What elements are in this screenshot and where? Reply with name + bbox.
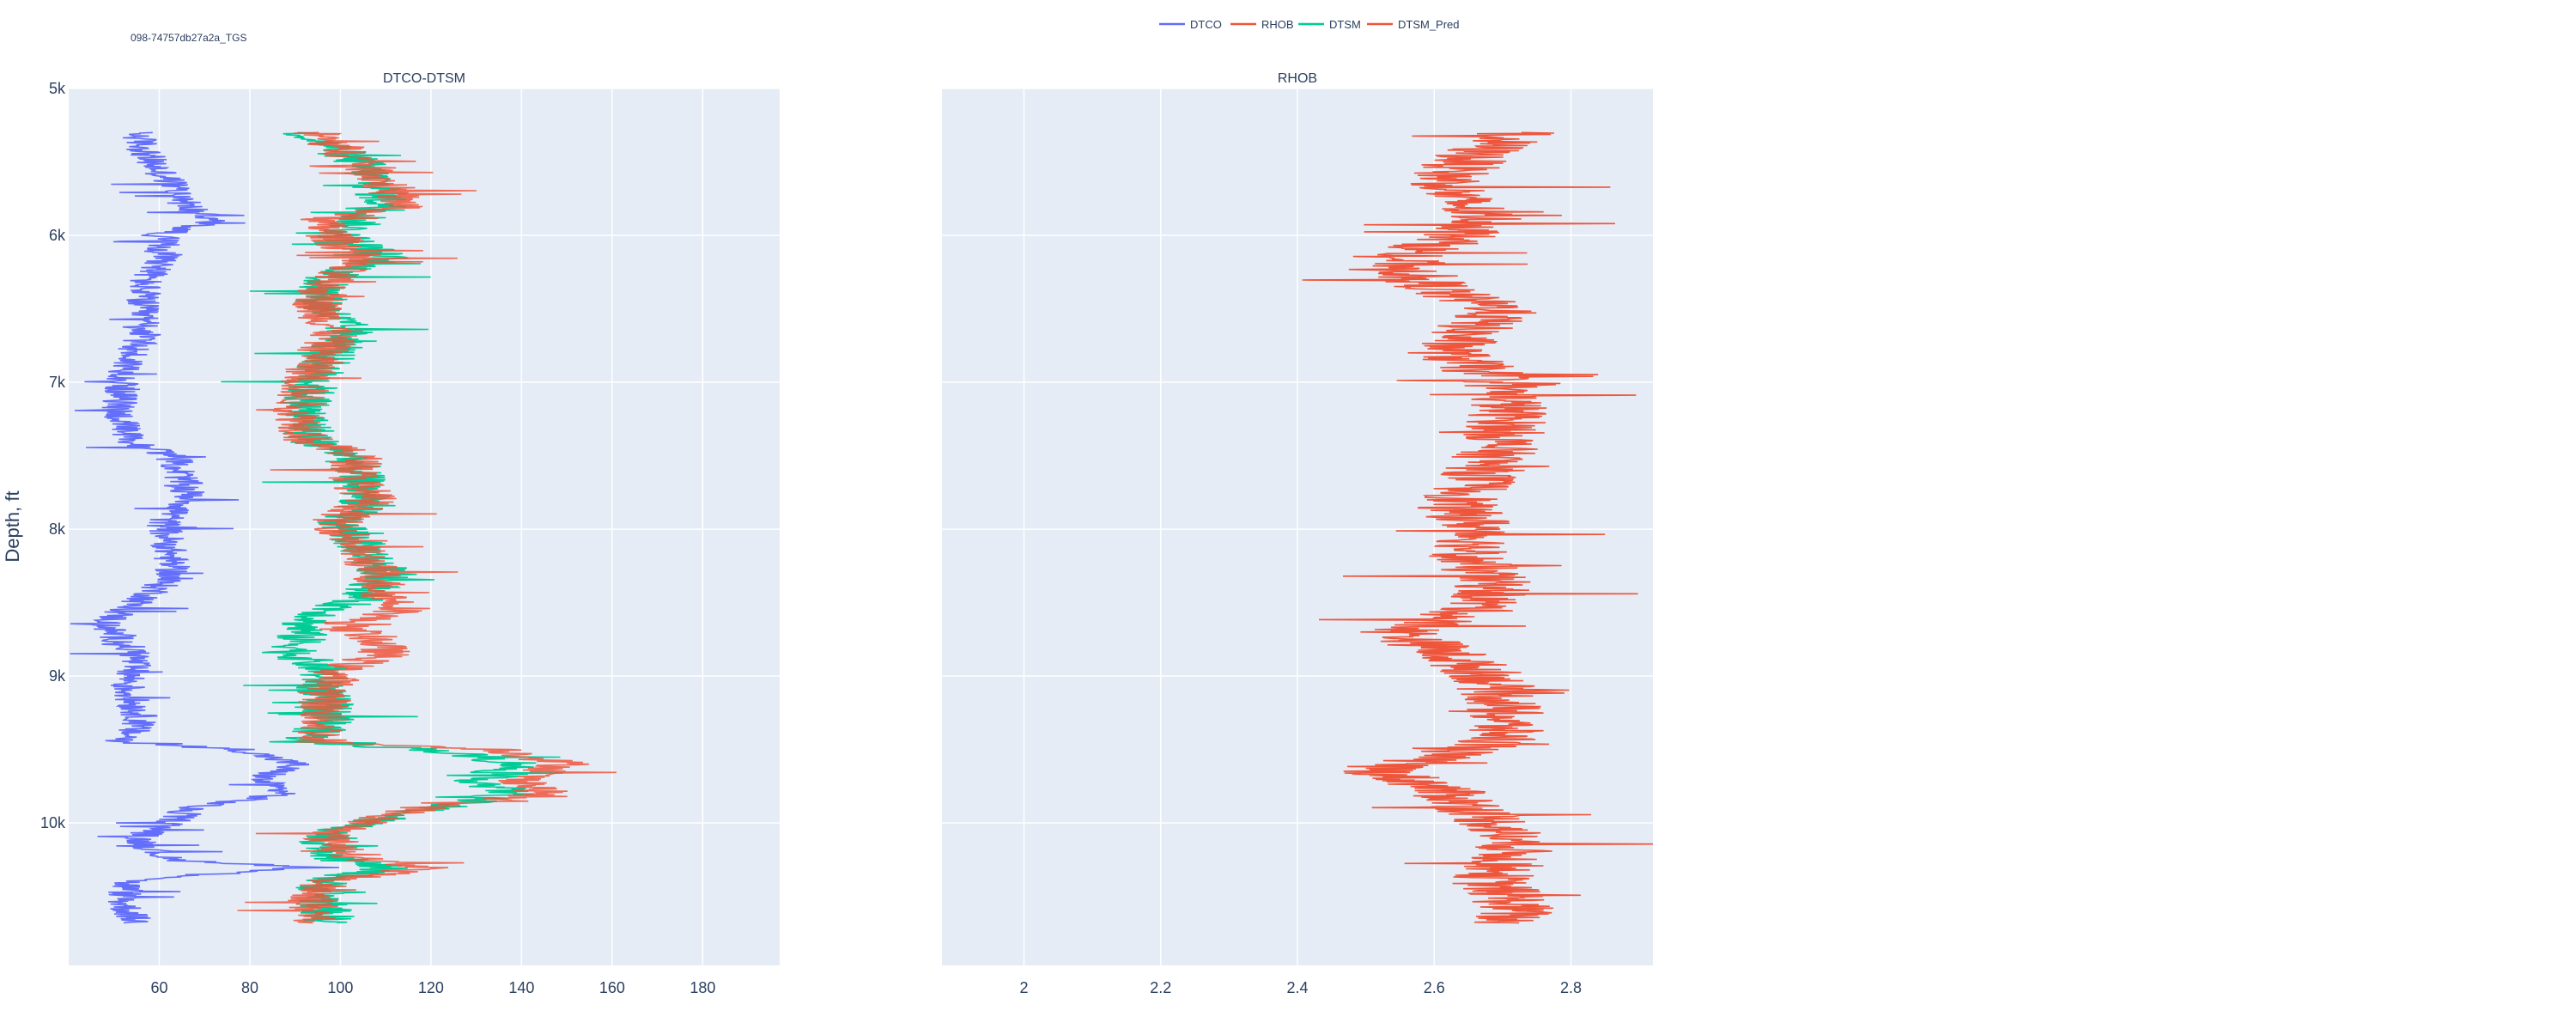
x-tick-label: 2 xyxy=(1020,979,1029,996)
x-tick-label: 80 xyxy=(241,979,258,996)
x-tick-label: 120 xyxy=(418,979,444,996)
legend-label-dtsm[interactable]: DTSM xyxy=(1329,18,1361,31)
panel-title-rhob: RHOB xyxy=(1278,71,1317,86)
panel-title-dtco-dtsm: DTCO-DTSM xyxy=(383,71,465,86)
y-tick-label: 9k xyxy=(49,667,66,685)
x-tick-label: 60 xyxy=(150,979,167,996)
panel-rhob: 2 2.2 2.4 2.6 2.8 RHOB xyxy=(942,71,1654,996)
y-tick-label: 6k xyxy=(49,227,66,244)
y-tick-label: 10k xyxy=(40,814,66,831)
y-ticks-dtco-dtsm: 5k 6k 7k 8k 9k 10k xyxy=(40,80,66,831)
x-tick-label: 180 xyxy=(690,979,715,996)
grid-dtco-dtsm xyxy=(69,88,780,965)
y-tick-label: 5k xyxy=(49,80,66,97)
panel-dtco-dtsm: 60 80 100 120 140 160 180 5k 6k 7k 8k 9k 10k DTCO-D… xyxy=(40,71,780,996)
legend-label-rhob[interactable]: RHOB xyxy=(1261,18,1294,31)
grid-rhob xyxy=(942,88,1653,965)
series-line-dtsm-pred xyxy=(237,131,617,924)
x-ticks-rhob: 2 2.2 2.4 2.6 2.8 xyxy=(1020,979,1582,996)
x-tick-label: 2.8 xyxy=(1560,979,1582,996)
series-line-dtco xyxy=(70,131,340,924)
legend-label-dtco[interactable]: DTCO xyxy=(1190,18,1222,31)
legend: DTCO RHOB DTSM DTSM_Pred xyxy=(1159,18,1460,31)
legend-label-dtsm-pred[interactable]: DTSM_Pred xyxy=(1398,18,1460,31)
x-tick-label: 2.4 xyxy=(1286,979,1308,996)
series-line-rhob xyxy=(1302,131,1654,924)
x-ticks-dtco-dtsm: 60 80 100 120 140 160 180 xyxy=(150,979,715,996)
well-label: 098-74757db27a2a_TGS xyxy=(131,32,246,44)
y-tick-label: 8k xyxy=(49,521,66,538)
y-tick-label: 7k xyxy=(49,374,66,391)
x-tick-label: 140 xyxy=(508,979,534,996)
x-tick-label: 2.6 xyxy=(1424,979,1445,996)
x-tick-label: 160 xyxy=(599,979,625,996)
series-group-rhob xyxy=(1302,131,1654,924)
y-axis-label: Depth, ft xyxy=(2,490,23,562)
x-tick-label: 2.2 xyxy=(1150,979,1171,996)
x-tick-label: 100 xyxy=(327,979,353,996)
series-group-dtco-dtsm xyxy=(70,131,617,924)
